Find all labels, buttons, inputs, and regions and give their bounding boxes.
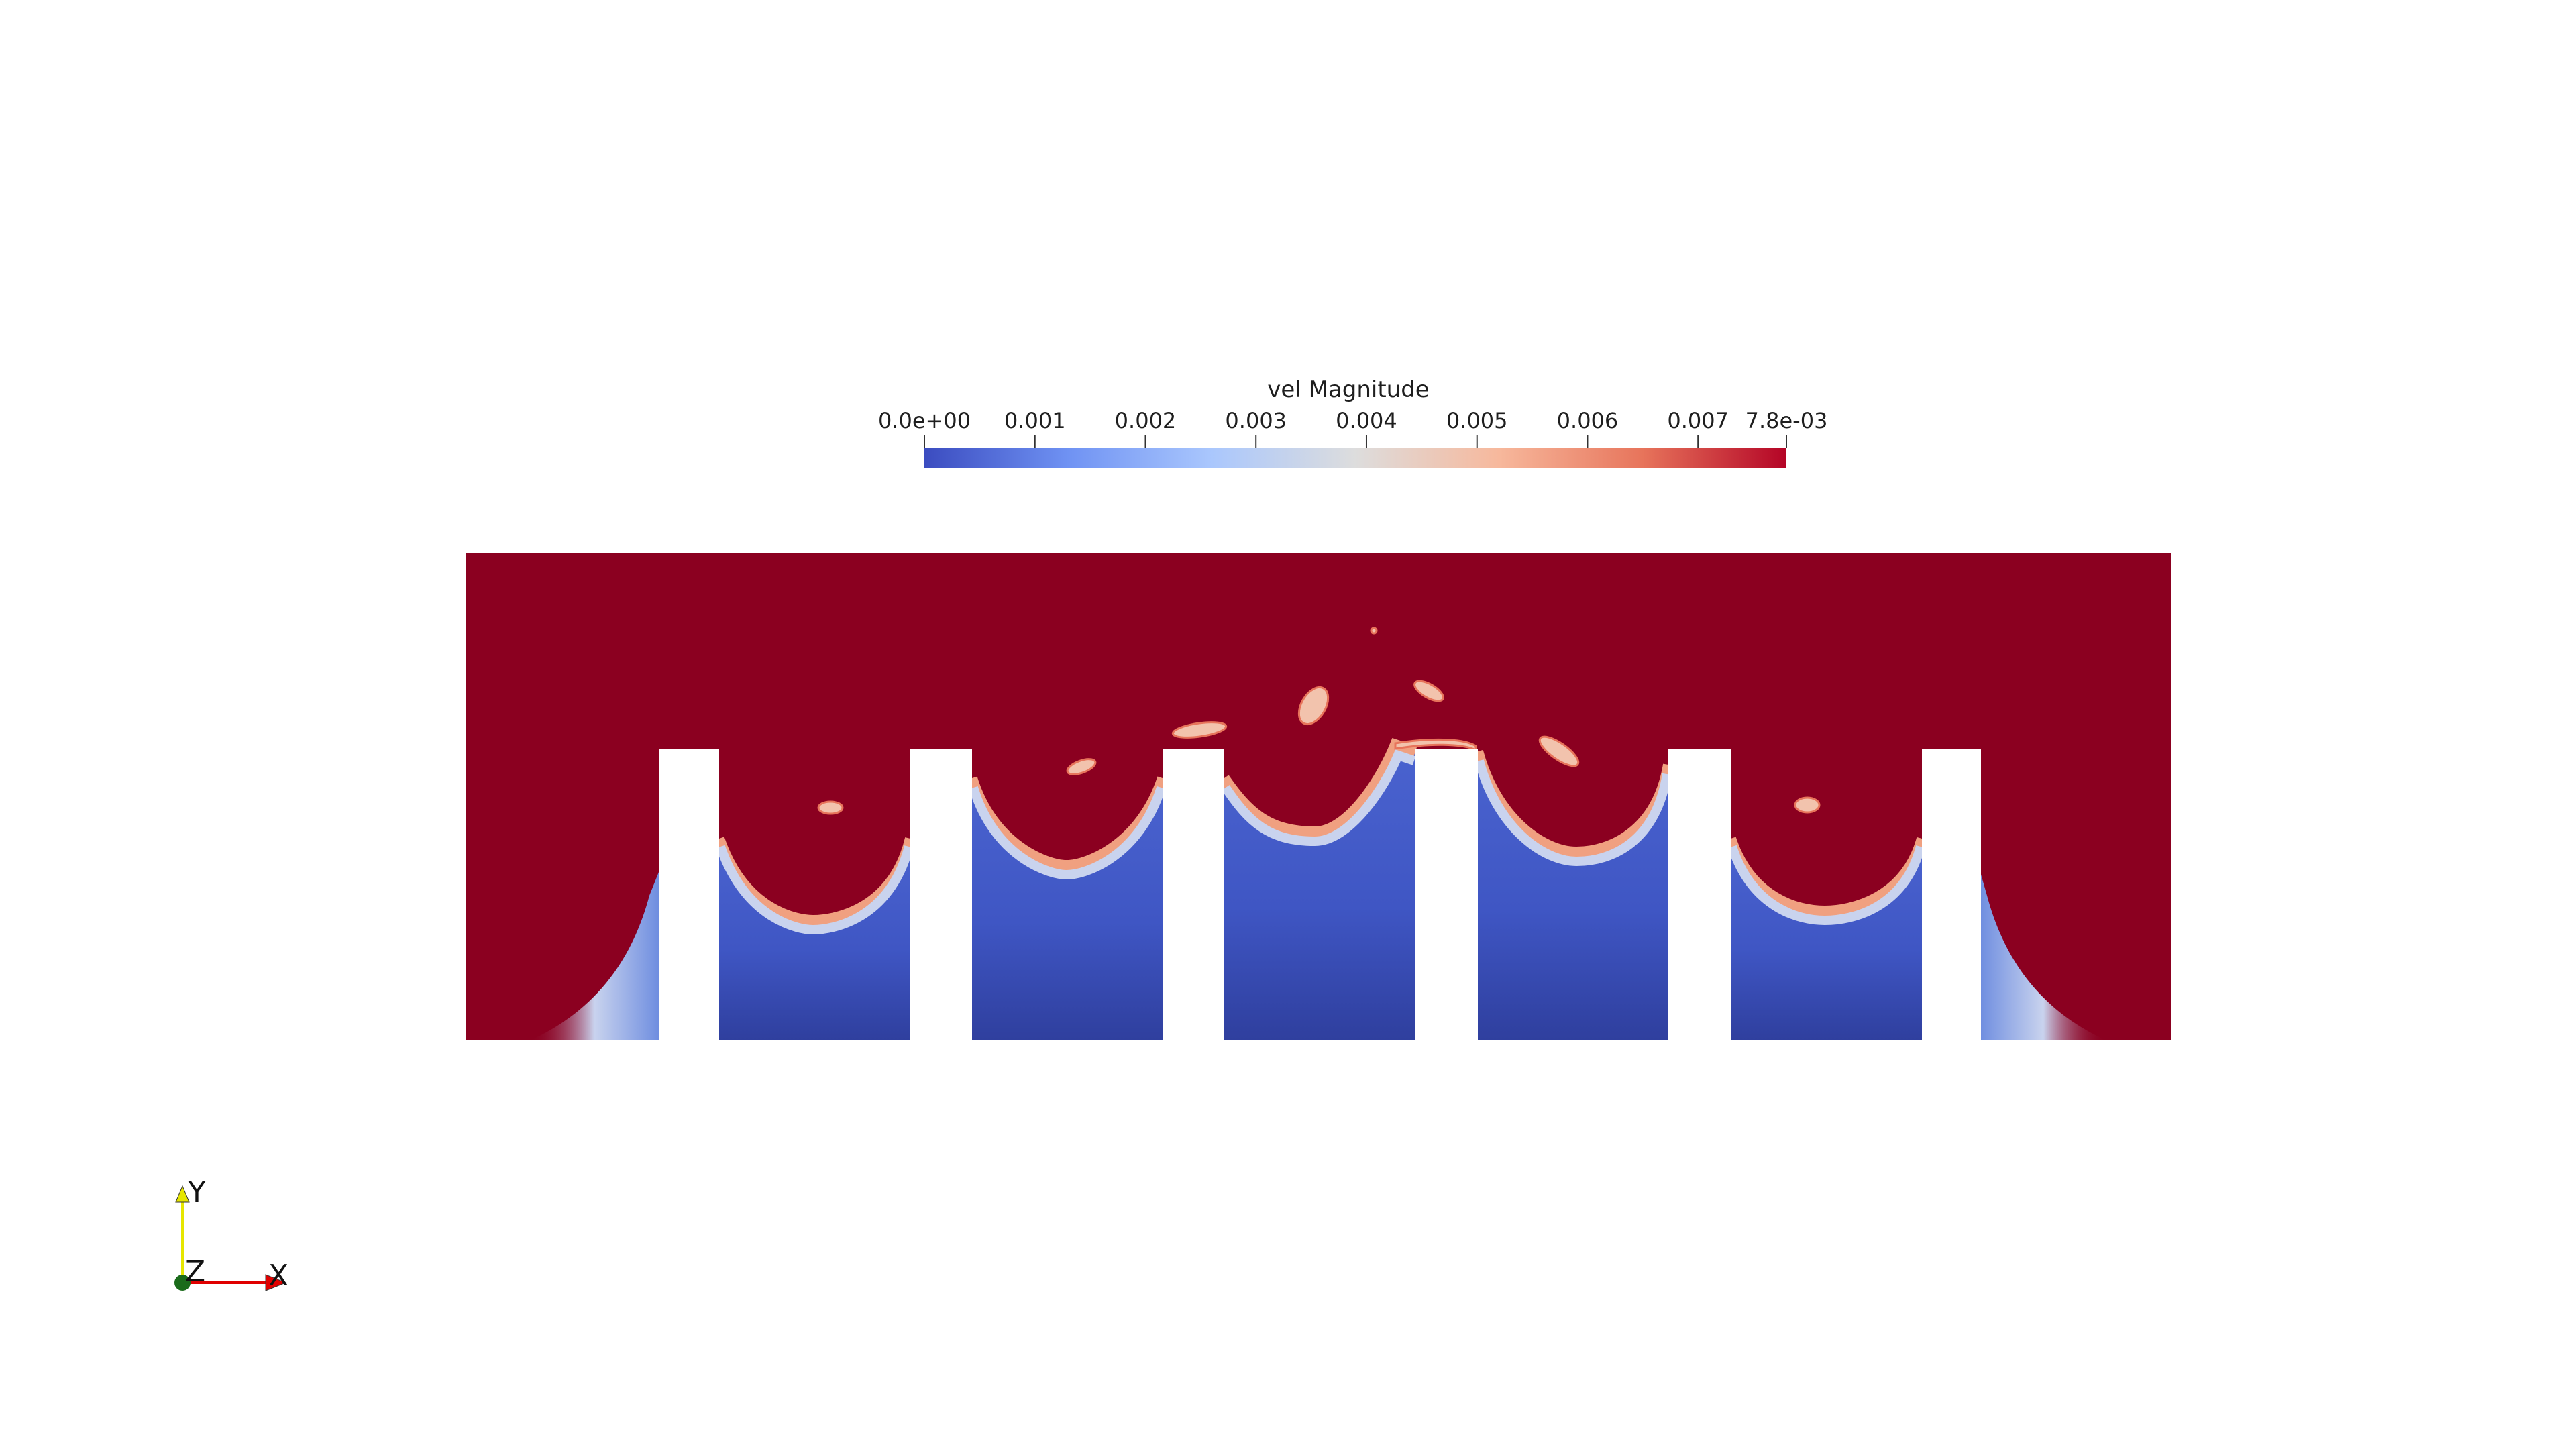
obstacle-block [910,749,972,1042]
left-corner-wedge [530,872,659,1040]
obstacle-block [1163,749,1224,1042]
vortex-blob [1413,680,1444,702]
colorbar-tick-label: 0.001 [1004,408,1066,433]
vortex-blobs [817,627,1821,815]
vortex-blob [1370,627,1378,635]
vortex-blob [1066,758,1097,775]
y-axis-arrow [175,1185,190,1203]
colorbar-tick-label: 0.0e+00 [878,408,971,433]
vortex-blob [1538,735,1580,767]
vortex-blob [817,800,844,815]
colorbar-title: vel Magnitude [1267,376,1429,403]
cavity-5 [1725,837,1927,1040]
obstacle-block [659,749,719,1042]
colorbar-tick-label: 0.006 [1557,408,1619,433]
obstacles [659,749,1981,1042]
flow-field [466,553,2171,1042]
colorbar-gradient-bar [924,448,1786,468]
color-legend: vel Magnitude 0.0e+00 0.001 0.002 0.003 0.00… [878,376,1827,468]
orientation-axes: Y Z X [174,1175,288,1293]
colorbar-ticks: 0.0e+00 0.001 0.002 0.003 0.004 0.005 0.006 0.0… [878,408,1827,448]
z-axis-dot [174,1275,191,1291]
y-axis-label: Y [187,1175,206,1210]
obstacle-block [1668,749,1731,1042]
vortex-blob [1171,721,1228,739]
cavity-3 [1220,738,1417,1040]
right-corner-wedge [1980,872,2106,1040]
vortex-blob [1794,796,1821,814]
x-axis-label: X [268,1258,288,1293]
obstacle-block [1415,749,1478,1042]
cavity-1 [714,837,916,1040]
colorbar-tick-label: 0.007 [1667,408,1729,433]
cavity-2 [967,776,1168,1040]
colorbar-tick-label: 0.005 [1446,408,1508,433]
colorbar-tick-label: 7.8e-03 [1746,408,1828,433]
cavity-4 [1472,749,1674,1040]
colorbar-tick-label: 0.003 [1225,408,1287,433]
vortex-blob [1297,686,1330,725]
colorbar-tick-label: 0.002 [1115,408,1177,433]
obstacle-block [1922,749,1981,1042]
x-axis-arrow [265,1274,287,1291]
colorbar-tick-label: 0.004 [1336,408,1397,433]
z-axis-label: Z [185,1254,205,1289]
